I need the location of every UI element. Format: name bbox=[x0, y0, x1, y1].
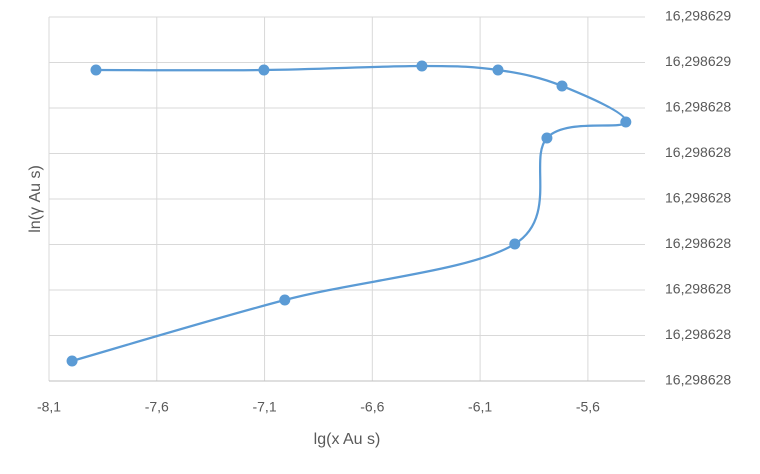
data-point bbox=[556, 80, 568, 92]
data-point bbox=[509, 238, 521, 250]
x-tick-label: -6,6 bbox=[360, 399, 384, 415]
data-point bbox=[620, 116, 632, 128]
x-tick-label: -7,1 bbox=[252, 399, 276, 415]
x-tick-label: -7,6 bbox=[145, 399, 169, 415]
x-tick-label: -6,1 bbox=[468, 399, 492, 415]
y-tick-label: 16,298628 bbox=[665, 235, 731, 251]
y-tick-label: 16,298628 bbox=[665, 144, 731, 160]
data-point bbox=[492, 64, 504, 76]
data-point bbox=[90, 64, 102, 76]
y-tick-label: 16,298628 bbox=[665, 326, 731, 342]
data-point bbox=[66, 355, 78, 367]
data-point bbox=[416, 60, 428, 72]
y-tick-label: 16,298628 bbox=[665, 190, 731, 206]
y-tick-label: 16,298628 bbox=[665, 372, 731, 388]
y-axis-title: ln(γ Au s) bbox=[27, 165, 44, 233]
y-tick-label: 16,298628 bbox=[665, 99, 731, 115]
series-line bbox=[71, 64, 627, 363]
x-tick-label: -8,1 bbox=[37, 399, 61, 415]
data-point bbox=[279, 294, 291, 306]
y-tick-label: 16,298628 bbox=[665, 281, 731, 297]
y-tick-label: 16,298629 bbox=[665, 53, 731, 69]
x-axis-title: lg(x Au s) bbox=[314, 431, 381, 448]
data-point bbox=[258, 64, 270, 76]
y-tick-label: 16,298629 bbox=[665, 8, 731, 24]
data-point bbox=[541, 132, 553, 144]
x-tick-label: -5,6 bbox=[576, 399, 600, 415]
